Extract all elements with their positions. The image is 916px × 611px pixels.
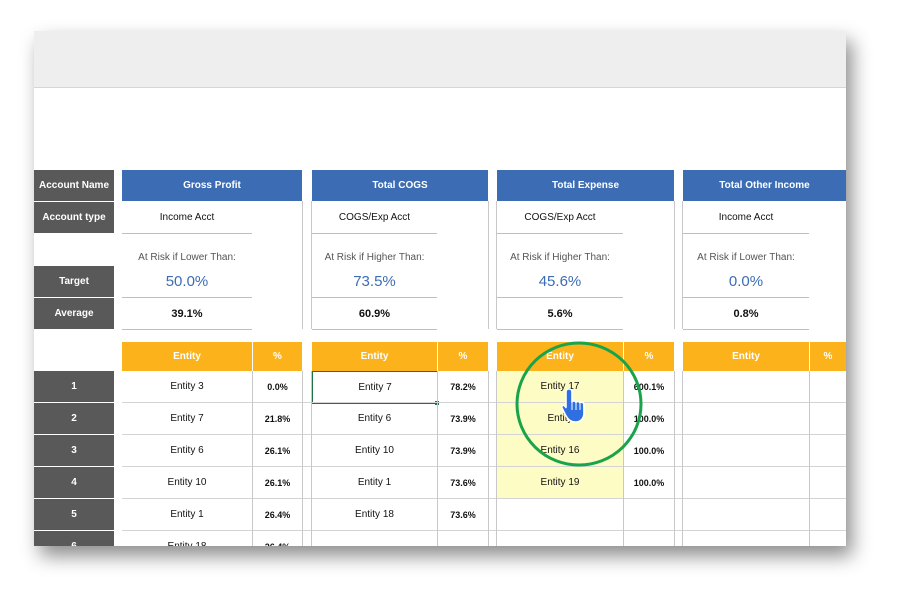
entity-cell[interactable]: Entity 3	[170, 381, 204, 392]
target-value[interactable]: 50.0%	[165, 272, 209, 290]
account-type-value[interactable]: Income Acct	[159, 212, 215, 223]
entity-cell[interactable]: Entity 6	[170, 445, 204, 456]
pct-cell[interactable]	[438, 531, 488, 546]
pct-cell[interactable]: 100.0%	[633, 477, 665, 488]
target-label: Target	[34, 266, 114, 297]
pct-cell[interactable]: 21.8%	[264, 413, 291, 424]
ribbon-area	[34, 31, 846, 88]
pct-cell[interactable]: 26.1%	[264, 445, 291, 456]
entity-cell-highlighted[interactable]: Entity 19	[497, 467, 623, 498]
account-name-label: Account Name	[34, 170, 114, 201]
column-header: Total COGS	[312, 170, 488, 201]
row-number: 6	[34, 531, 114, 546]
pct-cell[interactable]: 78.2%	[450, 381, 476, 392]
row-number: 3	[34, 435, 114, 466]
pct-header: %	[810, 342, 846, 371]
average-label: Average	[34, 298, 114, 329]
entity-cell[interactable]	[497, 531, 623, 546]
row-number: 2	[34, 403, 114, 434]
pct-cell[interactable]: 73.9%	[450, 445, 476, 456]
entity-cell[interactable]: Entity 18	[122, 531, 252, 546]
risk-text: At Risk if Lower Than:	[697, 251, 795, 263]
average-value: 60.9%	[358, 308, 391, 320]
pct-cell[interactable]	[624, 531, 674, 546]
entity-cell[interactable]: Entity 6	[357, 413, 392, 424]
entity-cell[interactable]: Entity 7	[170, 413, 204, 424]
highlight-circle-annotation	[515, 341, 643, 467]
pct-cell[interactable]: 73.9%	[450, 413, 476, 424]
pct-cell[interactable]: 100.0%	[633, 413, 665, 424]
pct-cell[interactable]: 100.0%	[633, 445, 665, 456]
account-type-label: Account type	[34, 202, 114, 233]
pct-cell[interactable]: 600.1%	[633, 381, 665, 392]
average-value: 5.6%	[547, 308, 573, 320]
entity-cell[interactable]	[683, 467, 809, 498]
entity-cell-selected[interactable]: Entity 7	[312, 371, 438, 404]
entity-cell[interactable]	[312, 531, 437, 546]
pct-cell[interactable]: 0.0%	[267, 381, 288, 392]
account-type-value[interactable]: Income Acct	[718, 212, 774, 223]
pct-cell[interactable]: 73.6%	[450, 509, 476, 520]
entity-cell[interactable]: Entity 1	[357, 477, 392, 488]
pct-cell[interactable]: 26.4%	[264, 509, 291, 520]
column-header: Total Expense	[497, 170, 674, 201]
target-value[interactable]: 45.6%	[538, 272, 582, 290]
entity-cell[interactable]	[683, 371, 809, 402]
average-value: 39.1%	[171, 308, 203, 320]
entity-header: Entity	[312, 342, 437, 371]
pct-header: %	[253, 342, 302, 371]
entity-cell[interactable]	[683, 499, 809, 530]
pct-cell[interactable]: 73.6%	[450, 477, 476, 488]
entity-header: Entity	[122, 342, 252, 371]
entity-cell[interactable]: Entity 1	[170, 509, 204, 520]
pct-cell[interactable]	[624, 499, 674, 530]
entity-cell[interactable]: Entity 10	[355, 445, 394, 456]
average-value: 0.8%	[733, 308, 759, 320]
risk-text: At Risk if Higher Than:	[324, 251, 425, 263]
entity-cell[interactable]	[497, 499, 623, 530]
row-number: 4	[34, 467, 114, 498]
entity-cell[interactable]: Entity 18	[355, 509, 394, 520]
target-value[interactable]: 73.5%	[353, 272, 396, 290]
column-header: Total Other Income	[683, 170, 846, 201]
spreadsheet-window: Account Name Account type Target Average…	[34, 31, 846, 546]
pct-cell[interactable]: 26.4%	[253, 531, 302, 547]
pct-cell[interactable]: 26.1%	[264, 477, 291, 488]
risk-text: At Risk if Lower Than:	[138, 251, 236, 263]
entity-cell[interactable]	[683, 435, 809, 466]
entity-cell[interactable]	[683, 403, 809, 434]
entity-cell[interactable]: Entity 10	[167, 477, 207, 488]
entity-header: Entity	[683, 342, 809, 371]
entity-cell[interactable]	[683, 531, 809, 546]
account-type-value[interactable]: COGS/Exp Acct	[524, 212, 596, 223]
account-type-value[interactable]: COGS/Exp Acct	[338, 212, 411, 223]
pct-header: %	[438, 342, 488, 371]
row-number: 5	[34, 499, 114, 530]
hand-pointer-icon	[560, 388, 585, 423]
column-header: Gross Profit	[122, 170, 302, 201]
risk-text: At Risk if Higher Than:	[510, 251, 610, 263]
pct-header: %	[624, 342, 674, 371]
target-value[interactable]: 0.0%	[728, 272, 764, 290]
row-number: 1	[34, 371, 114, 402]
